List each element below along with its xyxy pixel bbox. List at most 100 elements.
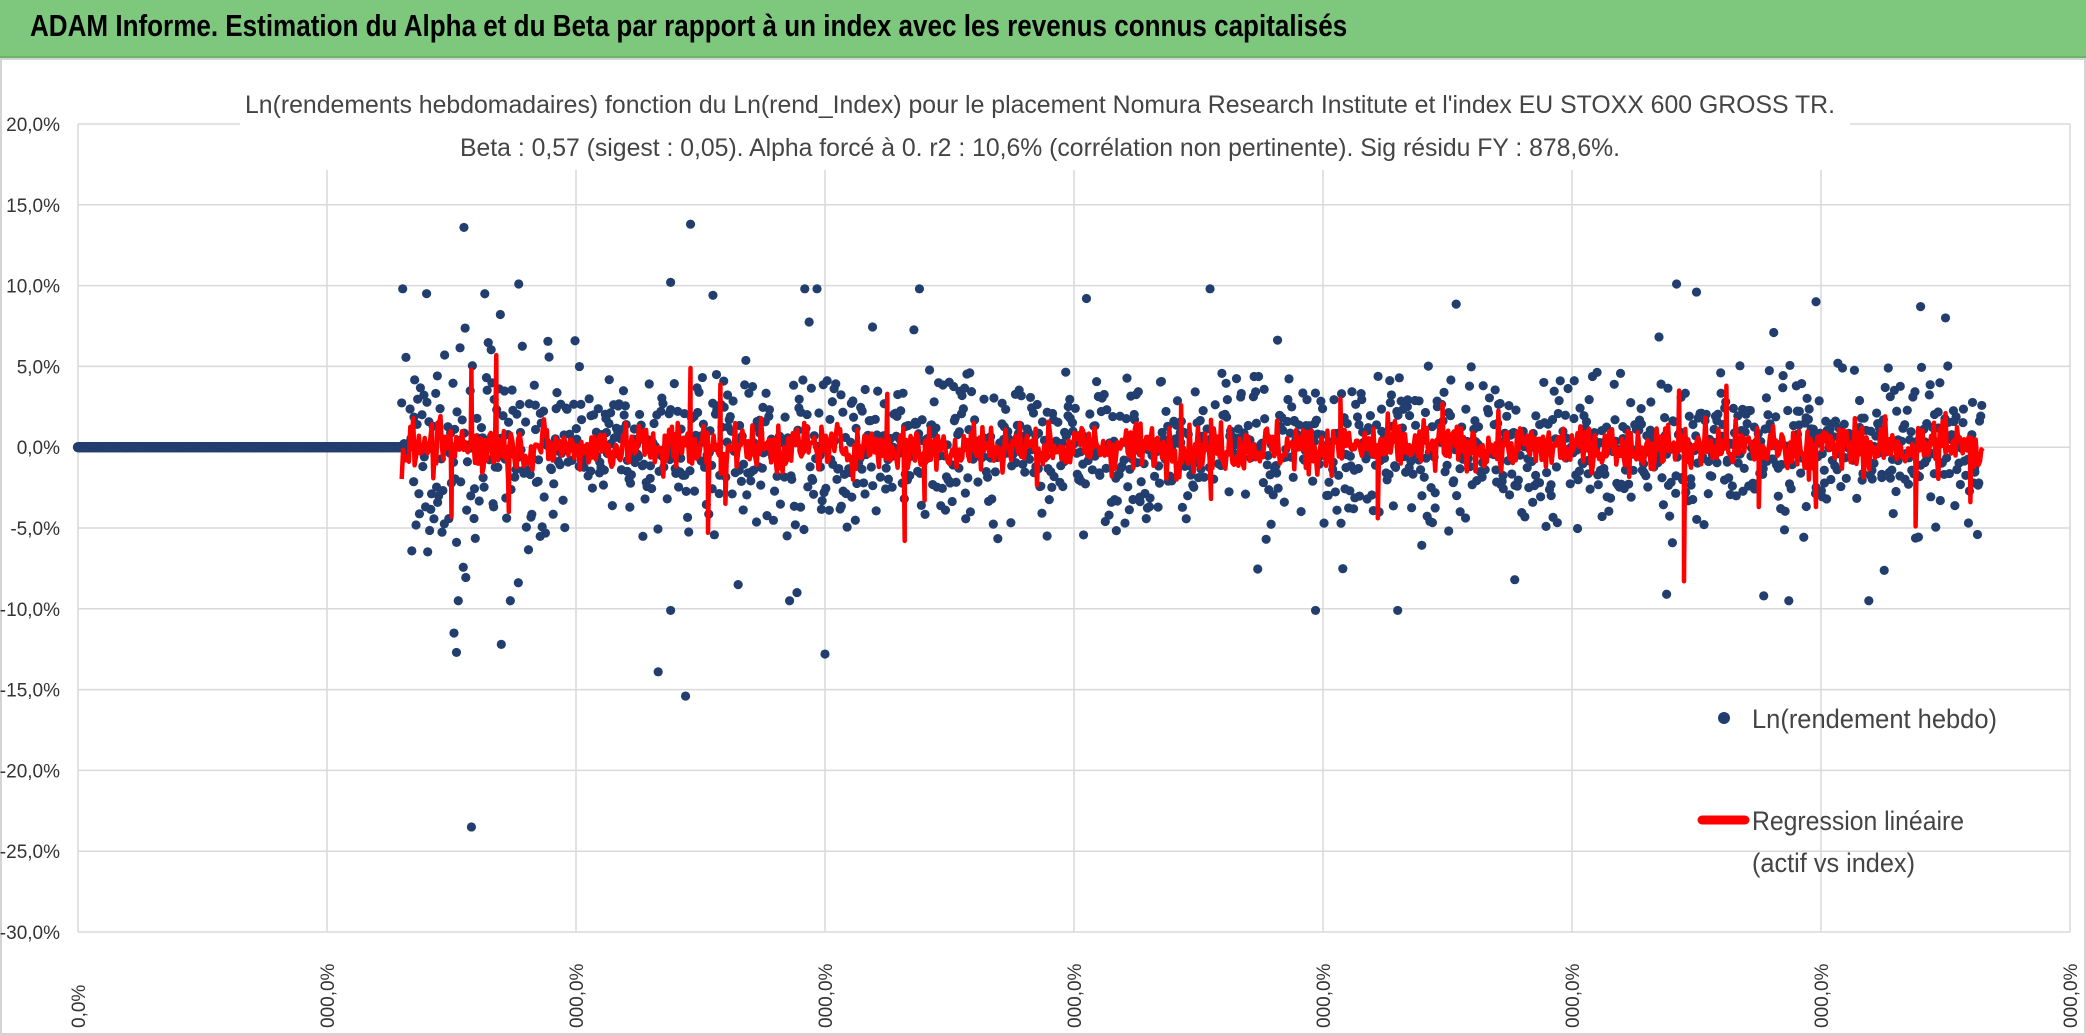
scatter-point [1333,470,1344,480]
chart-title: Ln(rendements hebdomadaires) fonction du… [245,91,1835,119]
scatter-point [1906,427,1916,437]
scatter-point [552,388,562,398]
scatter-point [1692,514,1702,525]
scatter-point [1624,479,1634,489]
scatter-point [414,489,424,499]
scatter-point [480,289,490,299]
scatter-point [816,504,827,514]
scatter-point [1888,508,1898,519]
scatter-point [940,505,951,515]
scatter-point [1329,395,1339,405]
scatter-point [1924,390,1934,400]
scatter-point [1253,564,1263,574]
scatter-point [738,505,748,515]
scatter-point [1667,538,1678,548]
scatter-point [653,524,663,534]
scatter-point [1498,470,1508,481]
scatter-point [1779,525,1790,535]
scatter-point [1658,500,1668,510]
scatter-point [958,404,968,414]
scatter-point [1680,388,1690,398]
scatter-point [782,531,792,541]
scatter-point [1785,360,1795,371]
scatter-point [747,382,758,392]
scatter-point [1841,473,1851,483]
scatter-point [1087,465,1097,475]
scatter-point [1643,482,1653,492]
scatter-point [479,482,489,492]
scatter-point [1141,513,1151,524]
scatter-point [1250,387,1261,397]
scatter-outlier [708,290,718,300]
scatter-point [1671,488,1681,498]
scatter-point [1354,491,1365,501]
scatter-point [1885,473,1895,483]
scatter-point [1394,373,1404,383]
scatter-point [429,514,439,524]
scatter-point [523,545,534,555]
scatter-point [1892,406,1902,416]
scatter-point [574,361,585,372]
scatter-point [1386,390,1397,400]
scatter-point [860,489,870,499]
scatter-point [470,533,480,543]
scatter-point [426,504,436,514]
scatter-point [806,383,816,393]
scatter-point [606,408,616,418]
scatter-point [764,411,774,422]
scatter-point [658,399,668,409]
scatter-point [1569,413,1579,424]
scatter-point [1402,402,1412,412]
scatter-outlier [459,222,469,233]
scatter-point [1528,497,1538,507]
scatter-point [1338,564,1348,574]
scatter-point [549,479,559,489]
scatter-point [1119,455,1129,465]
scatter-point [1122,373,1132,383]
scatter-outlier [1759,591,1769,601]
scatter-point [689,486,700,496]
scatter-outlier [1393,605,1403,616]
scatter-point [800,284,810,294]
scatter-point [859,478,869,488]
scatter-point [507,385,517,395]
scatter-point [1391,462,1401,473]
scatter-point [1145,493,1155,503]
scatter-point [521,522,531,532]
scatter-point [469,513,479,524]
scatter-outlier [422,289,432,299]
scatter-point [417,410,427,420]
scatter-point [1803,414,1814,424]
scatter-point [1272,468,1282,478]
scatter-point [757,463,767,473]
scatter-point [1417,540,1427,550]
y-axis-ticks: 20,0% 15,0% 10,0% 5,0% 0,0% -5,0% -10,0% -15,0%… [0,115,60,944]
scatter-point [1455,464,1465,474]
scatter-point [1266,519,1276,529]
scatter-point [1420,407,1431,418]
scatter-point [1660,413,1670,423]
scatter-point [725,411,735,422]
scatter-point [645,473,655,483]
scatter-point [1967,397,1978,408]
scatter-point [409,477,419,487]
scatter-point [1464,381,1475,391]
scatter-point [1430,488,1440,498]
scatter-point [1539,377,1549,388]
scatter-point [960,488,970,498]
scatter-point [1502,411,1512,421]
scatter-point [1626,398,1636,408]
scatter-point [1172,396,1183,406]
scatter-point [756,480,766,490]
scatter-point [1385,376,1395,386]
chart-area [0,58,2086,1035]
scatter-outlier [1691,287,1702,297]
scatter-point [619,410,629,420]
scatter-point [817,496,827,506]
scatter-point [644,379,654,389]
scatter-point [587,483,597,493]
scatter-point [666,405,676,415]
scatter-point [1686,480,1696,490]
scatter-point [1490,385,1500,395]
scatter-point [1804,404,1814,414]
